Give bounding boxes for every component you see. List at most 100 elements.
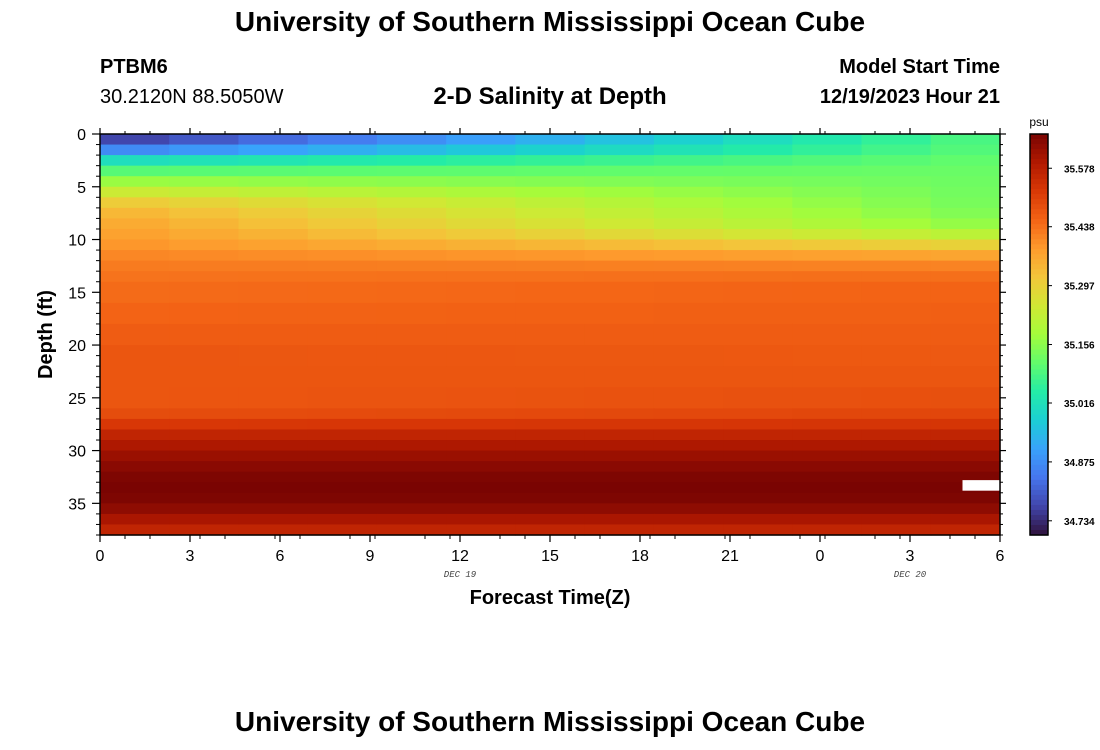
heatmap-cell bbox=[307, 176, 378, 188]
heatmap-cell bbox=[446, 165, 516, 177]
heatmap-cell bbox=[169, 207, 240, 220]
y-tick-label: 0 bbox=[77, 127, 86, 144]
colorbar-frame bbox=[1029, 133, 1049, 536]
heatmap-cell bbox=[930, 440, 1001, 452]
colorbar-segment bbox=[1030, 399, 1048, 406]
colorbar-segment bbox=[1030, 429, 1048, 436]
heatmap-cell bbox=[100, 503, 170, 515]
heatmap-cell bbox=[792, 366, 863, 388]
heatmap-cell bbox=[238, 144, 309, 156]
heatmap-cell bbox=[169, 281, 240, 304]
heatmap-cell bbox=[169, 271, 240, 283]
heatmap-cell bbox=[930, 250, 1001, 262]
colorbar-segment bbox=[1030, 244, 1048, 250]
heatmap-cell bbox=[376, 165, 447, 177]
heatmap-cell bbox=[584, 144, 655, 156]
heatmap-cell bbox=[584, 408, 655, 420]
heatmap-cell bbox=[376, 450, 447, 462]
colorbar-segment bbox=[1030, 474, 1048, 481]
model-start-label: Model Start Time bbox=[839, 56, 1000, 78]
y-axis: 0 5 10 15 20 25 30 35 bbox=[68, 127, 1006, 536]
heatmap-cell bbox=[515, 186, 586, 198]
heatmap-cell bbox=[653, 408, 724, 420]
heatmap-cell bbox=[100, 524, 170, 536]
heatmap-cell bbox=[446, 144, 516, 156]
heatmap-cell bbox=[930, 418, 1001, 431]
heatmap-cell bbox=[861, 197, 932, 209]
heatmap-cell bbox=[446, 418, 516, 431]
heatmap-cell bbox=[100, 323, 170, 346]
heatmap-cell bbox=[100, 366, 170, 388]
heatmap-cell bbox=[515, 134, 586, 146]
heatmap-cell bbox=[169, 429, 240, 441]
heatmap-cell bbox=[100, 408, 170, 420]
heatmap-cell bbox=[307, 503, 378, 515]
heatmap-cell bbox=[515, 440, 586, 452]
colorbar: 35.578 35.438 35.297 35.156 35.016 34.875 34.7… bbox=[1029, 115, 1095, 536]
colorbar-segment bbox=[1030, 374, 1048, 381]
heatmap-cell bbox=[515, 387, 586, 409]
missing-data-cell bbox=[962, 480, 1000, 491]
heatmap-cell bbox=[307, 450, 378, 462]
heatmap-cell bbox=[792, 165, 863, 177]
colorbar-segment bbox=[1030, 314, 1048, 321]
heatmap-cell bbox=[861, 387, 932, 409]
heatmap-cell bbox=[376, 503, 447, 515]
heatmap-cell bbox=[930, 461, 1001, 473]
heatmap-cell bbox=[446, 450, 516, 462]
heatmap-cell bbox=[100, 228, 170, 241]
heatmap-cell bbox=[584, 524, 655, 536]
heatmap-cell bbox=[723, 197, 793, 209]
colorbar-segment bbox=[1030, 149, 1048, 155]
heatmap-cell bbox=[515, 524, 586, 536]
heatmap-cell bbox=[238, 524, 309, 536]
heatmap-cell bbox=[100, 302, 170, 325]
heatmap-cell bbox=[446, 440, 516, 452]
colorbar-segment bbox=[1030, 444, 1048, 451]
heatmap-cell bbox=[584, 197, 655, 209]
heatmap-cell bbox=[169, 471, 240, 483]
colorbar-segment bbox=[1030, 364, 1048, 371]
colorbar-segment bbox=[1030, 299, 1048, 306]
colorbar-segment bbox=[1030, 194, 1048, 200]
heatmap-cell bbox=[861, 461, 932, 473]
heatmap-cell bbox=[446, 250, 516, 262]
colorbar-tick-label: 34.875 bbox=[1064, 458, 1095, 469]
heatmap-cell bbox=[376, 197, 447, 209]
heatmap-cell bbox=[238, 418, 309, 431]
station-coordinates: 30.2120N 88.5050W bbox=[100, 86, 284, 108]
heatmap-cell bbox=[376, 366, 447, 388]
colorbar-segment bbox=[1030, 309, 1048, 316]
heatmap-cell bbox=[861, 345, 932, 367]
y-tick-label: 20 bbox=[68, 338, 86, 355]
heatmap-cell bbox=[792, 239, 863, 251]
heatmap-cell bbox=[723, 260, 793, 272]
heatmap-cell bbox=[792, 450, 863, 462]
heatmap-cell bbox=[861, 218, 932, 230]
heatmap-cell bbox=[723, 366, 793, 388]
heatmap-cell bbox=[307, 186, 378, 198]
heatmap-cell bbox=[100, 155, 170, 167]
heatmap-cell bbox=[446, 471, 516, 483]
heatmap-cell bbox=[792, 144, 863, 156]
heatmap-cell bbox=[307, 471, 378, 483]
colorbar-segment bbox=[1030, 479, 1048, 486]
heatmap-cell bbox=[723, 176, 793, 188]
heatmap-cell bbox=[723, 429, 793, 441]
heatmap-cell bbox=[515, 165, 586, 177]
heatmap-cell bbox=[861, 524, 932, 536]
heatmap-cell bbox=[792, 323, 863, 346]
heatmap-cell bbox=[584, 461, 655, 473]
heatmap-cell bbox=[584, 207, 655, 220]
heatmap-cell bbox=[376, 228, 447, 241]
heatmap-cell bbox=[930, 260, 1001, 272]
heatmap-cell bbox=[238, 482, 309, 494]
colorbar-segment bbox=[1030, 174, 1048, 180]
heatmap-cell bbox=[723, 345, 793, 367]
x-tick-label: 0 bbox=[96, 548, 105, 565]
heatmap-cell bbox=[307, 482, 378, 494]
heatmap-cell bbox=[861, 482, 932, 494]
colorbar-segment bbox=[1030, 379, 1048, 386]
heatmap-cell bbox=[307, 197, 378, 209]
colorbar-tick-label: 34.734 bbox=[1064, 517, 1095, 528]
